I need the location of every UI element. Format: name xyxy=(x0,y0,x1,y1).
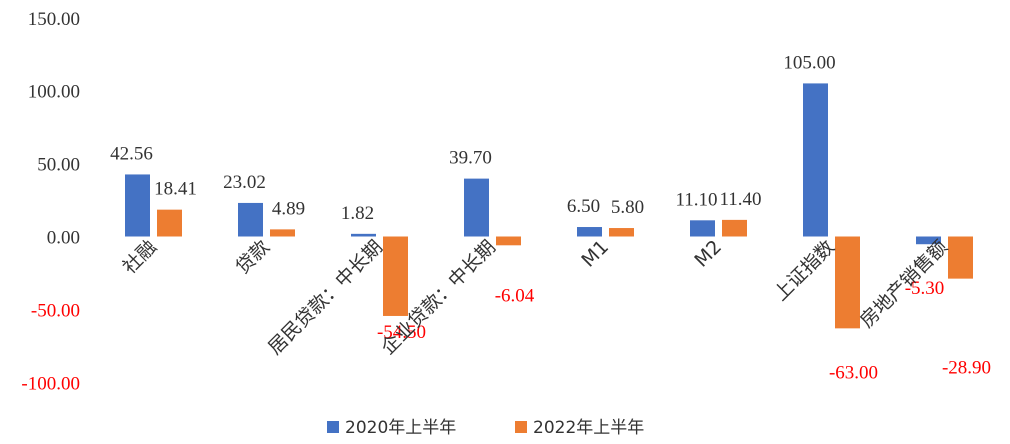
bar-2020 xyxy=(690,220,715,237)
data-label: -28.90 xyxy=(942,358,991,379)
data-label: 39.70 xyxy=(449,148,492,169)
data-label: 11.10 xyxy=(675,189,717,210)
data-label: 23.02 xyxy=(223,172,266,193)
y-tick-label: 150.00 xyxy=(28,9,80,30)
y-tick-label: -100.00 xyxy=(21,373,80,394)
y-axis: 150.00 100.00 50.00 0.00 -50.00 -100.00 xyxy=(21,9,80,394)
y-tick-label: 100.00 xyxy=(28,82,80,103)
bar-2020 xyxy=(577,227,602,237)
legend-label-2020: 2020年上半年 xyxy=(345,418,456,438)
y-tick-label: 0.00 xyxy=(47,228,80,249)
data-label: 5.80 xyxy=(611,197,644,218)
bar-2022 xyxy=(609,228,634,237)
data-label: 105.00 xyxy=(783,52,835,73)
legend: 2020年上半年 2022年上半年 xyxy=(327,418,644,438)
category-label: 社融 xyxy=(119,236,161,278)
bar-2020 xyxy=(351,233,376,237)
data-label: -63.00 xyxy=(829,362,878,383)
bar-2022 xyxy=(948,236,973,279)
category-label: M2 xyxy=(690,236,726,272)
data-label: 42.56 xyxy=(110,143,153,164)
data-label: -6.04 xyxy=(495,285,535,306)
y-tick-label: 50.00 xyxy=(37,155,80,176)
category-label: 上证指数 xyxy=(770,236,839,305)
bar-2020 xyxy=(916,236,941,245)
legend-label-2022: 2022年上半年 xyxy=(533,418,644,438)
y-tick-label: -50.00 xyxy=(31,300,80,321)
bar-2022 xyxy=(835,236,860,329)
data-label: -54.50 xyxy=(377,322,426,343)
data-label: 18.41 xyxy=(154,179,197,200)
bar-2020 xyxy=(464,178,489,237)
data-label: 1.82 xyxy=(341,203,374,224)
data-label: 11.40 xyxy=(719,189,761,210)
bar-2022 xyxy=(383,236,408,316)
data-label: 4.89 xyxy=(272,198,305,219)
category-label: 居民贷款：中长期 xyxy=(264,236,387,359)
bar-2022 xyxy=(496,236,521,246)
bar-2022 xyxy=(157,209,182,237)
data-label: 6.50 xyxy=(567,196,600,217)
category-label: 贷款 xyxy=(232,236,274,278)
bar-2022 xyxy=(722,219,747,237)
legend-swatch-2020 xyxy=(327,421,339,433)
bar-2022 xyxy=(270,229,295,237)
bars xyxy=(125,83,973,329)
bar-2020 xyxy=(125,174,150,237)
legend-swatch-2022 xyxy=(515,421,527,433)
category-label: M1 xyxy=(577,236,613,272)
data-label: -5.30 xyxy=(905,278,945,299)
bar-2020 xyxy=(803,83,828,237)
bar-2020 xyxy=(238,202,263,237)
